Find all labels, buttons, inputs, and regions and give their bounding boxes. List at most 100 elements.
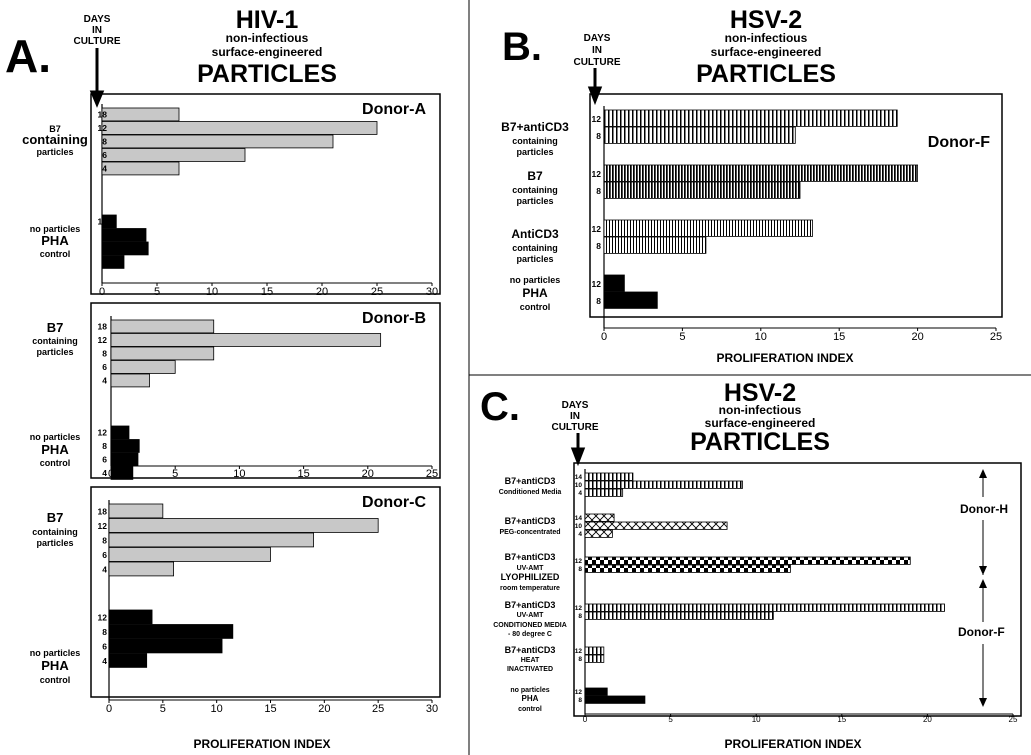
day-label: 6 xyxy=(102,150,107,160)
chart-panel-a-donor-c: 0 5 10 15 20 25 30 Donor-C B7 containingparticles… xyxy=(30,486,441,715)
day-label: 18 xyxy=(98,110,108,120)
day-label: 8 xyxy=(578,697,582,704)
days-header-line-1: DAYS xyxy=(84,14,111,25)
arrowhead-icon xyxy=(979,566,987,575)
chart-frame xyxy=(90,486,441,698)
group-label: containing xyxy=(22,132,88,147)
day-label: 4 xyxy=(102,468,107,478)
x-tick-label: 15 xyxy=(833,331,845,343)
days-arrow xyxy=(89,48,105,108)
donor-label: Donor-A xyxy=(362,101,426,118)
x-tick-label: 5 xyxy=(154,286,160,298)
x-tick-label: 20 xyxy=(911,331,923,343)
arrowhead-icon xyxy=(979,698,987,707)
donor-h-label: Donor-H xyxy=(960,502,1008,516)
bar xyxy=(584,695,646,704)
panel-c-title: HSV-2 xyxy=(724,379,796,407)
day-label: 8 xyxy=(102,137,107,147)
group-label: control xyxy=(40,249,71,259)
group-label: B7 xyxy=(527,169,543,183)
group-label: particles xyxy=(36,147,73,157)
x-tick-label: 15 xyxy=(837,715,846,724)
group-label: HEAT xyxy=(521,657,540,664)
day-label: 12 xyxy=(575,689,583,696)
x-tick-label: 0 xyxy=(583,715,588,724)
x-tick-label: 20 xyxy=(923,715,932,724)
bar xyxy=(603,219,813,237)
day-label: 12 xyxy=(575,648,583,655)
bar xyxy=(110,333,382,347)
group-label: B7+antiCD3 xyxy=(505,600,556,610)
day-label: 12 xyxy=(592,169,602,179)
day-label: 4 xyxy=(578,490,582,497)
group-label: control xyxy=(518,706,542,713)
group-label: no particles xyxy=(30,648,81,658)
day-label: 8 xyxy=(578,613,582,620)
day-label: 12 xyxy=(98,428,108,438)
donor-label: Donor-F xyxy=(928,134,990,151)
panel-c-subtitle-2: surface-engineered xyxy=(705,416,816,430)
day-label: 12 xyxy=(98,335,108,345)
bar xyxy=(101,161,180,176)
group-label: no particles xyxy=(30,432,81,442)
bar xyxy=(603,236,707,254)
panel-a-subtitle-2: surface-engineered xyxy=(212,45,323,59)
chart-frame xyxy=(90,93,441,295)
chart-frame xyxy=(589,93,1003,318)
day-label: 18 xyxy=(98,506,108,516)
day-label: 8 xyxy=(596,241,601,251)
x-tick-label: 25 xyxy=(426,468,438,480)
bar xyxy=(110,452,139,467)
bar xyxy=(108,518,379,533)
day-label: 12 xyxy=(98,123,108,133)
bar xyxy=(101,241,149,256)
days-header-line-1: DAYS xyxy=(584,33,611,44)
group-label: B7+antiCD3 xyxy=(505,645,556,655)
x-tick-label: 25 xyxy=(990,331,1002,343)
day-label: 12 xyxy=(575,558,583,565)
day-label: 8 xyxy=(596,186,601,196)
bar xyxy=(603,109,898,127)
x-tick-label: 10 xyxy=(755,331,767,343)
bar xyxy=(603,164,919,182)
chart-panel-a-donor-b: 0510152025Donor-BB7containingparticles18… xyxy=(30,302,441,480)
group-label: PHA xyxy=(41,442,69,457)
group-label: PHA xyxy=(41,233,69,248)
group-label: particles xyxy=(516,196,553,206)
group-label: PHA xyxy=(522,286,548,300)
day-label: 8 xyxy=(102,441,107,451)
x-tick-label: 10 xyxy=(233,468,245,480)
group-label: control xyxy=(40,458,71,468)
panel-b-subtitle-1: non-infectious xyxy=(725,31,808,45)
day-label: 8 xyxy=(102,349,107,359)
group-label: B7+antiCD3 xyxy=(501,120,569,134)
x-tick-label: 5 xyxy=(668,715,673,724)
bar xyxy=(584,521,728,530)
group-label: AntiCD3 xyxy=(511,227,559,241)
group-label: room temperature xyxy=(500,585,560,592)
chart-frame xyxy=(573,462,1022,717)
panel-c-xlabel: PROLIFERATION INDEX xyxy=(724,737,861,751)
x-tick-label: 5 xyxy=(172,468,178,480)
group-label: B7 xyxy=(47,510,64,525)
days-header-line-2: IN xyxy=(570,411,580,422)
panel-a-header: A. DAYS IN CULTURE HIV-1 non-infectious … xyxy=(5,6,337,108)
bar xyxy=(584,654,605,663)
bar xyxy=(110,346,215,361)
group-label: INACTIVATED xyxy=(507,666,553,673)
group-label: containing xyxy=(512,185,558,195)
chart-panel-a-donor-a: 0 5 10 15 20 25 30 Donor-A B7containingparticles… xyxy=(22,93,441,298)
group-label: B7 xyxy=(49,124,61,134)
bar xyxy=(101,107,180,122)
day-label: 8 xyxy=(596,131,601,141)
panel-b-header: B. DAYS IN CULTURE HSV-2 non-infectious … xyxy=(502,6,836,106)
x-tick-label: 0 xyxy=(99,286,105,298)
x-tick-label: 30 xyxy=(426,286,438,298)
group-label: - 80 degree C xyxy=(508,631,552,638)
x-tick-label: 10 xyxy=(211,703,223,715)
group-label: LYOPHILIZED xyxy=(501,572,560,582)
bar xyxy=(108,503,164,519)
x-tick-label: 25 xyxy=(372,703,384,715)
arrowhead-icon xyxy=(979,579,987,588)
bar xyxy=(108,561,174,577)
